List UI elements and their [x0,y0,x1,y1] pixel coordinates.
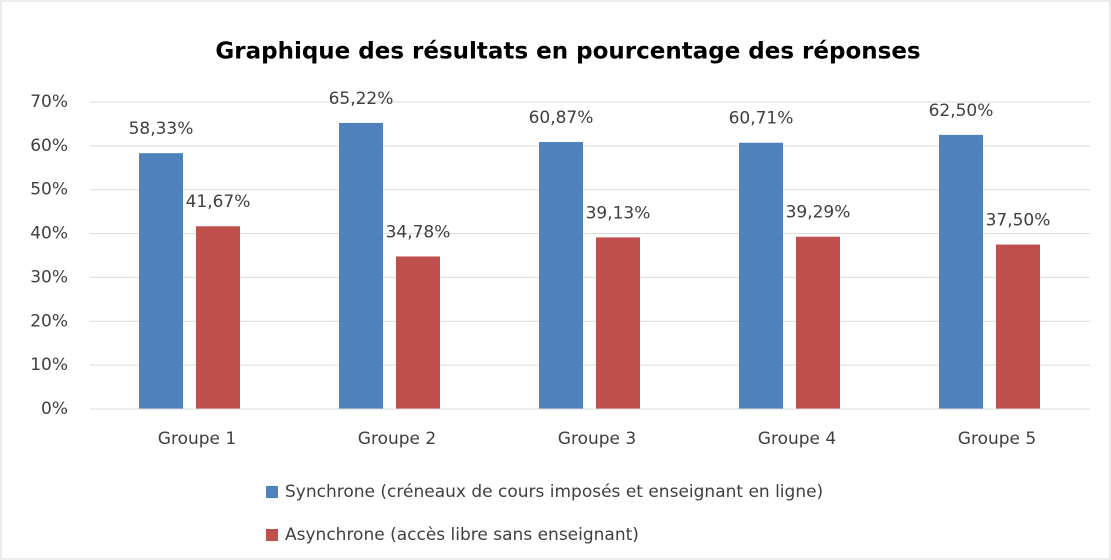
value-label: 60,71% [729,109,794,129]
bar [396,256,440,409]
x-tick-label: Groupe 5 [958,429,1036,449]
x-tick-label: Groupe 3 [558,429,636,449]
value-label: 41,67% [186,192,251,212]
x-tick-label: Groupe 1 [158,429,236,449]
bar [339,122,383,409]
y-tick-label: 40% [30,224,68,244]
bar [139,153,183,409]
x-tick-label: Groupe 4 [758,429,836,449]
legend-swatch [266,529,278,541]
value-label: 58,33% [129,119,194,139]
y-tick-label: 0% [41,399,68,419]
legend-label: Asynchrone (accès libre sans enseignant) [285,525,639,545]
y-tick-label: 10% [30,355,68,375]
bar [539,142,583,409]
bar [996,244,1040,409]
value-label: 62,50% [929,101,994,121]
legend-swatch [266,486,278,498]
bar [596,237,640,409]
x-tick-label: Groupe 2 [358,429,436,449]
y-tick-label: 30% [30,267,68,287]
y-tick-label: 60% [30,136,68,156]
y-tick-label: 20% [30,311,68,331]
bar [939,134,983,409]
legend-label: Synchrone (créneaux de cours imposés et … [285,482,823,502]
value-label: 65,22% [329,89,394,109]
bar [796,236,840,409]
chart-title: Graphique des résultats en pourcentage d… [215,39,920,65]
value-label: 37,50% [986,211,1051,231]
value-label: 60,87% [529,108,594,128]
y-tick-label: 70% [30,92,68,112]
value-label: 39,13% [586,203,651,223]
y-tick-label: 50% [30,180,68,200]
bar [196,226,240,409]
value-label: 39,29% [786,203,851,223]
value-label: 34,78% [386,222,451,242]
bar [739,142,783,409]
